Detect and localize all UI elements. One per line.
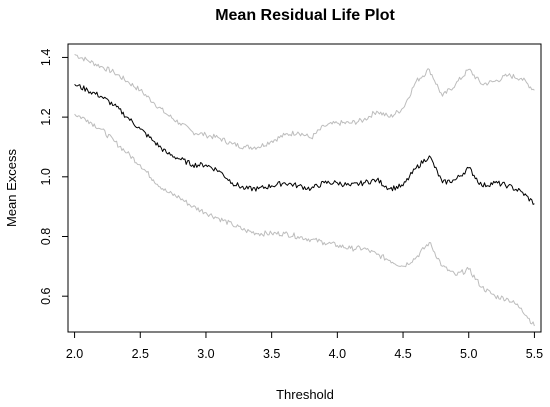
chart-title: Mean Residual Life Plot	[215, 7, 395, 24]
x-tick-label: 4.0	[329, 347, 346, 361]
y-tick-label: 1.0	[39, 168, 53, 185]
x-axis-label: Threshold	[276, 387, 334, 402]
x-tick-label: 2.0	[66, 347, 83, 361]
upper-confidence-band-line	[74, 53, 535, 150]
x-tick-label: 2.5	[132, 347, 149, 361]
mean-excess-line	[74, 83, 535, 205]
x-tick-label: 3.0	[197, 347, 214, 361]
plot-frame	[67, 43, 542, 333]
x-tick-label: 5.5	[526, 347, 543, 361]
data-lines	[74, 53, 535, 327]
y-tick-label: 0.8	[39, 228, 53, 245]
lower-confidence-band-line	[74, 113, 535, 327]
y-tick-label: 1.2	[39, 108, 53, 125]
x-tick-label: 5.0	[460, 347, 477, 361]
y-tick-label: 1.4	[39, 49, 53, 66]
x-tick-label: 4.5	[394, 347, 411, 361]
x-axis: 2.0 2.5 3.0 3.5 4.0 4.5 5.0 5.5	[66, 332, 543, 361]
x-tick-label: 3.5	[263, 347, 280, 361]
y-axis-label: Mean Excess	[4, 148, 19, 227]
y-axis: 0.6 0.8 1.0 1.2 1.4	[39, 49, 68, 305]
y-tick-label: 0.6	[39, 287, 53, 304]
